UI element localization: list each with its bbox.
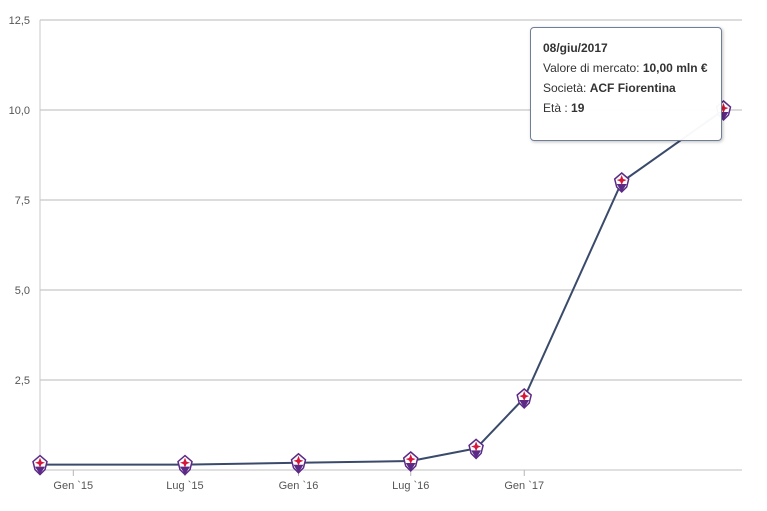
series-line-path (40, 109, 725, 466)
axes (39, 20, 742, 471)
data-point-marker[interactable] (402, 451, 419, 473)
tooltip-club-label: Società: (543, 81, 590, 95)
data-point-marker[interactable] (613, 172, 630, 194)
x-tick-label: Lug `15 (166, 480, 203, 492)
x-tick-label: Gen `15 (53, 480, 93, 492)
x-tick-label: Gen `16 (279, 480, 319, 492)
data-point-marker[interactable] (177, 454, 193, 476)
tooltip-market-value-label: Valore di mercato: (543, 61, 643, 75)
y-tick-label: 2,5 (15, 375, 30, 387)
data-point-marker[interactable] (32, 454, 48, 476)
data-point-marker[interactable] (468, 438, 484, 460)
x-tick-labels: Gen `15 Lug `15 Gen `16 Lug `16 Gen `17 (53, 470, 544, 492)
tooltip-age-label: Età : (543, 101, 572, 115)
tooltip: 08/giu/2017 Valore di mercato: 10,00 mln… (530, 27, 722, 141)
x-tick-label: Gen `17 (504, 480, 544, 492)
tooltip-date: 08/giu/2017 (543, 41, 608, 55)
x-tick-label: Lug `16 (392, 480, 429, 492)
y-tick-label: 10,0 (9, 105, 30, 117)
y-tick-label: 5,0 (15, 285, 30, 297)
data-point-marker[interactable] (290, 452, 307, 474)
data-point-marker[interactable] (516, 388, 533, 410)
tooltip-market-value: 10,00 mln € (642, 61, 708, 75)
tooltip-club-row: Società: ACF Fiorentina (543, 78, 709, 98)
y-tick-label: 12,5 (9, 15, 30, 27)
tooltip-club: ACF Fiorentina (589, 81, 676, 95)
series-markers (32, 100, 732, 476)
tooltip-age: 19 (571, 101, 585, 115)
tooltip-market-value-row: Valore di mercato: 10,00 mln € (543, 58, 709, 78)
y-tick-labels: 2,5 5,0 7,5 10,0 12,5 (9, 15, 30, 387)
series-line (40, 109, 725, 466)
y-tick-label: 7,5 (15, 195, 30, 207)
tooltip-age-row: Età : 19 (543, 98, 709, 118)
